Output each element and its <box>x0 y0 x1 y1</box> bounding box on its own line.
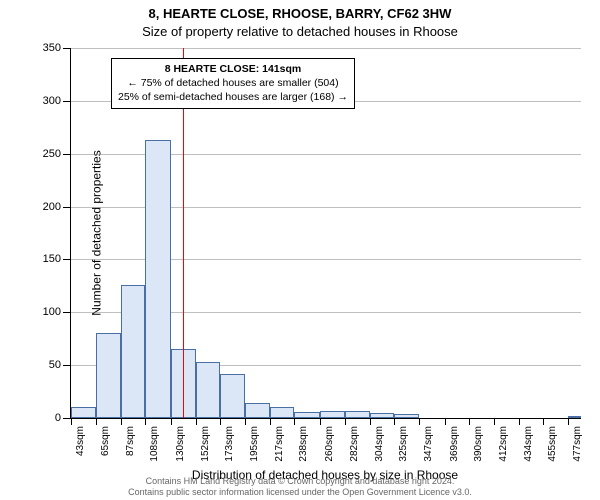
chart-container: 8, HEARTE CLOSE, RHOOSE, BARRY, CF62 3HW… <box>0 0 600 500</box>
y-tick-label: 0 <box>55 412 61 424</box>
y-tick-label: 150 <box>43 253 61 265</box>
x-tick-label: 455sqm <box>547 426 558 462</box>
footer: Contains HM Land Registry data © Crown c… <box>0 476 600 499</box>
y-tick <box>63 207 70 208</box>
callout-line3: 25% of semi-detached houses are larger (… <box>118 90 348 104</box>
x-tick <box>220 418 221 425</box>
x-tick-label: 152sqm <box>200 426 211 462</box>
histogram-bar <box>245 403 270 418</box>
histogram-bar <box>294 412 319 418</box>
histogram-bar <box>220 374 245 418</box>
y-tick-label: 50 <box>49 359 61 371</box>
y-tick-label: 300 <box>43 95 61 107</box>
y-tick-label: 100 <box>43 306 61 318</box>
x-tick <box>294 418 295 425</box>
y-tick <box>63 365 70 366</box>
x-tick-label: 260sqm <box>324 426 335 462</box>
x-tick <box>394 418 395 425</box>
y-tick <box>63 418 70 419</box>
x-tick-label: 477sqm <box>572 426 583 462</box>
histogram-bar <box>145 140 170 418</box>
title-sub: Size of property relative to detached ho… <box>0 24 600 39</box>
x-tick <box>345 418 346 425</box>
x-tick-label: 390sqm <box>473 426 484 462</box>
x-tick <box>568 418 569 425</box>
x-tick <box>71 418 72 425</box>
callout-box: 8 HEARTE CLOSE: 141sqm ← 75% of detached… <box>111 58 355 109</box>
x-tick <box>196 418 197 425</box>
histogram-bar <box>568 416 581 418</box>
footer-line2: Contains public sector information licen… <box>0 487 600 498</box>
histogram-bar <box>96 333 121 418</box>
x-tick-label: 282sqm <box>349 426 360 462</box>
histogram-bar <box>394 414 419 418</box>
callout-title: 8 HEARTE CLOSE: 141sqm <box>118 62 348 76</box>
x-tick <box>370 418 371 425</box>
plot-area: 05010015020025030035043sqm65sqm87sqm108s… <box>70 48 581 419</box>
y-tick <box>63 259 70 260</box>
x-tick-label: 65sqm <box>100 426 111 456</box>
x-tick <box>543 418 544 425</box>
x-tick <box>245 418 246 425</box>
x-tick-label: 412sqm <box>498 426 509 462</box>
histogram-bar <box>320 411 345 418</box>
x-tick-label: 238sqm <box>298 426 309 462</box>
y-tick <box>63 312 70 313</box>
x-tick-label: 434sqm <box>523 426 534 462</box>
x-tick-label: 130sqm <box>175 426 186 462</box>
x-tick-label: 304sqm <box>374 426 385 462</box>
grid-line <box>71 48 581 49</box>
y-tick-label: 250 <box>43 148 61 160</box>
histogram-bar <box>345 411 370 418</box>
title-main: 8, HEARTE CLOSE, RHOOSE, BARRY, CF62 3HW <box>0 6 600 21</box>
y-tick <box>63 154 70 155</box>
x-tick <box>121 418 122 425</box>
x-tick <box>96 418 97 425</box>
x-tick-label: 369sqm <box>449 426 460 462</box>
histogram-bar <box>196 362 220 418</box>
histogram-bar <box>121 285 145 418</box>
x-tick <box>171 418 172 425</box>
x-tick-label: 217sqm <box>274 426 285 462</box>
x-tick-label: 173sqm <box>224 426 235 462</box>
footer-line1: Contains HM Land Registry data © Crown c… <box>0 476 600 487</box>
x-tick <box>145 418 146 425</box>
x-tick-label: 108sqm <box>149 426 160 462</box>
x-tick-label: 325sqm <box>398 426 409 462</box>
x-tick-label: 43sqm <box>75 426 86 456</box>
y-tick-label: 200 <box>43 201 61 213</box>
callout-line2: ← 75% of detached houses are smaller (50… <box>118 76 348 90</box>
x-tick <box>494 418 495 425</box>
x-tick-label: 87sqm <box>125 426 136 456</box>
x-tick <box>270 418 271 425</box>
y-tick-label: 350 <box>43 42 61 54</box>
histogram-bar <box>370 413 394 418</box>
y-tick <box>63 101 70 102</box>
x-tick-label: 195sqm <box>249 426 260 462</box>
x-tick <box>320 418 321 425</box>
x-tick <box>419 418 420 425</box>
histogram-bar <box>71 407 96 418</box>
y-tick <box>63 48 70 49</box>
x-tick-label: 347sqm <box>423 426 434 462</box>
x-tick <box>519 418 520 425</box>
x-tick <box>445 418 446 425</box>
histogram-bar <box>270 407 294 418</box>
x-tick <box>469 418 470 425</box>
